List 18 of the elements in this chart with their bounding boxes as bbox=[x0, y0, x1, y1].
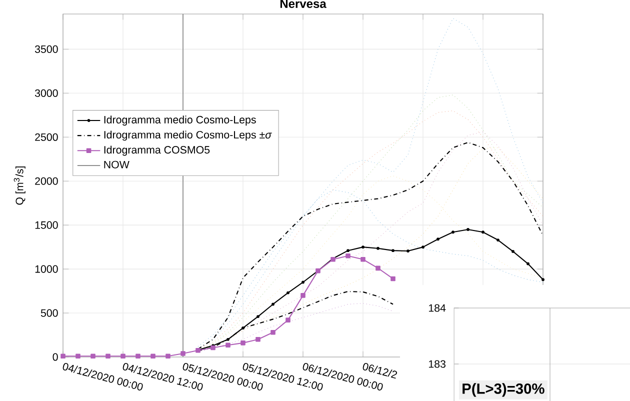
y-tick-label: 3500 bbox=[34, 45, 58, 53]
y-tick-label: 500 bbox=[40, 309, 58, 317]
legend-label: Idrogramma medio Cosmo-Leps ±σ bbox=[104, 130, 272, 141]
legend-label: Idrogramma COSMO5 bbox=[104, 146, 210, 156]
y-tick-label: 2000 bbox=[35, 177, 58, 185]
x-tick-label: 06/12/2 bbox=[362, 363, 397, 379]
legend-label: Idrogramma medio Cosmo-Leps bbox=[104, 116, 256, 126]
text: P(L>3)=30% bbox=[462, 383, 544, 397]
annotation: 184 bbox=[428, 304, 446, 312]
chart-title: Nervesa bbox=[280, 0, 326, 8]
y-tick-label: 1000 bbox=[35, 265, 58, 273]
legend-label: NOW bbox=[104, 160, 130, 168]
y-tick-label: 0 bbox=[52, 353, 58, 361]
text: 183 bbox=[428, 360, 446, 368]
y-axis-title: Q [m$^{3}$/s] bbox=[14, 166, 26, 205]
y-tick-label: 3000 bbox=[34, 89, 58, 97]
y-tick-label: 2500 bbox=[35, 133, 58, 141]
y-tick-label: 1500 bbox=[35, 221, 58, 229]
